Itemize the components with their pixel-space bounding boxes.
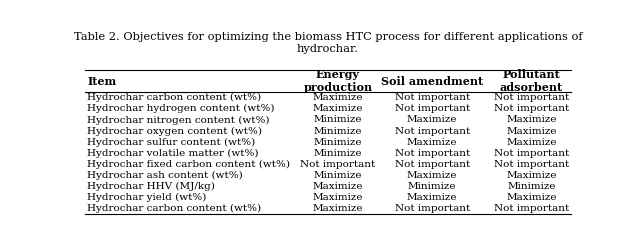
Text: Maximize: Maximize bbox=[313, 104, 363, 113]
Text: Hydrochar yield (wt%): Hydrochar yield (wt%) bbox=[88, 193, 207, 202]
Text: Maximize: Maximize bbox=[313, 204, 363, 213]
Text: Hydrochar carbon content (wt%): Hydrochar carbon content (wt%) bbox=[88, 93, 262, 102]
Text: Minimize: Minimize bbox=[314, 127, 362, 136]
Text: Maximize: Maximize bbox=[506, 115, 557, 124]
Text: Not important: Not important bbox=[300, 160, 376, 169]
Text: Not important: Not important bbox=[493, 160, 569, 169]
Text: Maximize: Maximize bbox=[313, 93, 363, 102]
Text: Maximize: Maximize bbox=[506, 193, 557, 202]
Text: Minimize: Minimize bbox=[408, 182, 456, 191]
Text: Maximize: Maximize bbox=[506, 138, 557, 147]
Text: Minimize: Minimize bbox=[314, 171, 362, 180]
Text: Energy
production: Energy production bbox=[303, 69, 372, 93]
Text: Minimize: Minimize bbox=[314, 149, 362, 158]
Text: Hydrochar fixed carbon content (wt%): Hydrochar fixed carbon content (wt%) bbox=[88, 160, 291, 169]
Text: Not important: Not important bbox=[493, 149, 569, 158]
Text: Item: Item bbox=[88, 76, 116, 87]
Text: Not important: Not important bbox=[394, 160, 470, 169]
Text: Not important: Not important bbox=[394, 127, 470, 136]
Text: Not important: Not important bbox=[493, 104, 569, 113]
Text: Maximize: Maximize bbox=[407, 115, 458, 124]
Text: Maximize: Maximize bbox=[407, 138, 458, 147]
Text: Maximize: Maximize bbox=[313, 193, 363, 202]
Text: Maximize: Maximize bbox=[506, 171, 557, 180]
Text: Maximize: Maximize bbox=[407, 171, 458, 180]
Text: Hydrochar ash content (wt%): Hydrochar ash content (wt%) bbox=[88, 171, 243, 180]
Text: Hydrochar oxygen content (wt%): Hydrochar oxygen content (wt%) bbox=[88, 127, 262, 136]
Text: Minimize: Minimize bbox=[507, 182, 556, 191]
Text: Hydrochar nitrogen content (wt%): Hydrochar nitrogen content (wt%) bbox=[88, 115, 270, 124]
Text: Not important: Not important bbox=[493, 93, 569, 102]
Text: Not important: Not important bbox=[394, 149, 470, 158]
Text: Hydrochar hydrogen content (wt%): Hydrochar hydrogen content (wt%) bbox=[88, 104, 275, 113]
Text: Maximize: Maximize bbox=[506, 127, 557, 136]
Text: Hydrochar sulfur content (wt%): Hydrochar sulfur content (wt%) bbox=[88, 138, 256, 147]
Text: Hydrochar HHV (MJ/kg): Hydrochar HHV (MJ/kg) bbox=[88, 182, 215, 191]
Text: Soil amendment: Soil amendment bbox=[381, 76, 483, 87]
Text: Not important: Not important bbox=[394, 104, 470, 113]
Text: Not important: Not important bbox=[394, 204, 470, 213]
Text: Minimize: Minimize bbox=[314, 115, 362, 124]
Text: Minimize: Minimize bbox=[314, 138, 362, 147]
Text: Hydrochar carbon content (wt%): Hydrochar carbon content (wt%) bbox=[88, 204, 262, 213]
Text: Pollutant
adsorbent: Pollutant adsorbent bbox=[500, 69, 563, 93]
Text: Maximize: Maximize bbox=[313, 182, 363, 191]
Text: Table 2. Objectives for optimizing the biomass HTC process for different applica: Table 2. Objectives for optimizing the b… bbox=[74, 32, 582, 54]
Text: Not important: Not important bbox=[493, 204, 569, 213]
Text: Hydrochar volatile matter (wt%): Hydrochar volatile matter (wt%) bbox=[88, 149, 259, 158]
Text: Not important: Not important bbox=[394, 93, 470, 102]
Text: Maximize: Maximize bbox=[407, 193, 458, 202]
